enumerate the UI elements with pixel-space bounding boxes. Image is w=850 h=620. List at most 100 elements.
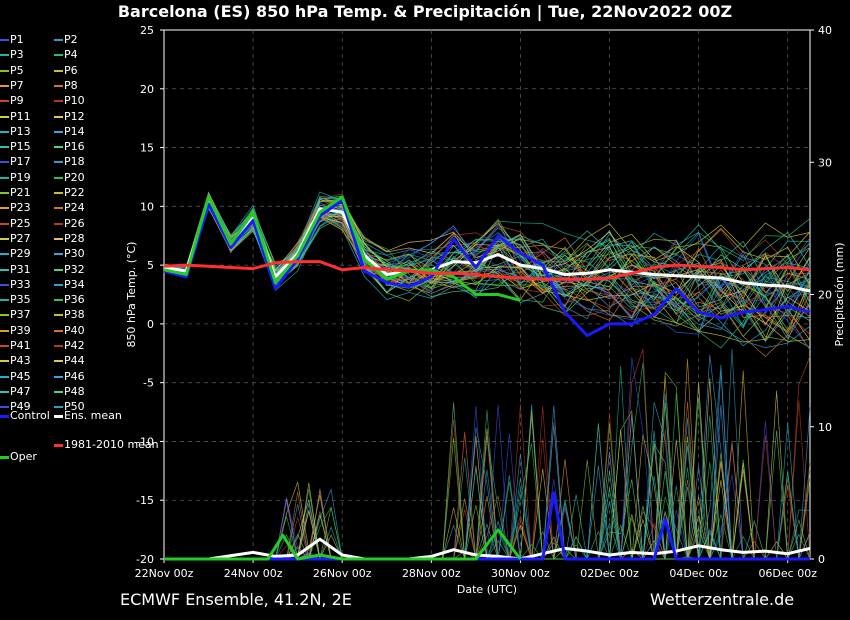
legend-swatch bbox=[0, 207, 9, 210]
y2-tick-label: 40 bbox=[818, 24, 832, 37]
y2-tick-label: 30 bbox=[818, 156, 832, 169]
legend-label: P30 bbox=[64, 247, 85, 261]
x-tick-label: 04Dec 00z bbox=[669, 567, 728, 580]
legend-label: P11 bbox=[10, 109, 31, 123]
y-axis-label: 850 hPa Temp. (°C) bbox=[125, 242, 138, 348]
legend-label: P22 bbox=[64, 186, 85, 199]
legend-entry: P29 bbox=[0, 247, 31, 260]
legend-entry: P21 bbox=[0, 186, 31, 199]
legend-label: P18 bbox=[64, 155, 85, 169]
legend-swatch bbox=[54, 406, 63, 409]
legend-entry: P2 bbox=[54, 33, 78, 46]
legend-entry: P27 bbox=[0, 232, 31, 245]
legend-swatch bbox=[54, 84, 63, 87]
legend-entry: P19 bbox=[0, 171, 31, 184]
legend-label: P33 bbox=[10, 277, 31, 291]
legend-entry: P22 bbox=[54, 186, 85, 199]
legend-label: P9 bbox=[10, 94, 24, 108]
legend-entry: P3 bbox=[0, 48, 24, 61]
legend-swatch bbox=[0, 283, 9, 286]
x-tick-label: 28Nov 00z bbox=[402, 567, 461, 580]
legend-label: Ens. mean bbox=[64, 409, 122, 422]
y-tick-label: 5 bbox=[147, 259, 154, 272]
legend-swatch bbox=[54, 329, 63, 332]
legend-label: P25 bbox=[10, 216, 31, 230]
legend-entry: P1 bbox=[0, 33, 24, 46]
legend-label: P4 bbox=[64, 48, 78, 62]
legend-entry: P46 bbox=[54, 370, 85, 383]
legend-label: P31 bbox=[10, 262, 31, 276]
legend-entry: P43 bbox=[0, 354, 31, 367]
legend-entry: P37 bbox=[0, 308, 31, 321]
legend-entry: P11 bbox=[0, 110, 31, 123]
legend-swatch bbox=[0, 360, 9, 363]
legend-swatch bbox=[0, 253, 9, 256]
legend-label: P48 bbox=[64, 384, 85, 398]
legend-swatch bbox=[54, 314, 63, 317]
legend-swatch bbox=[54, 207, 63, 210]
legend-label: Oper bbox=[10, 450, 37, 463]
x-tick-label: 06Dec 00z bbox=[758, 567, 817, 580]
legend-swatch bbox=[54, 360, 63, 363]
legend-label: P38 bbox=[64, 308, 85, 322]
legend-entry: P18 bbox=[54, 155, 85, 168]
legend-label: P41 bbox=[10, 339, 31, 352]
legend-label: P35 bbox=[10, 293, 31, 307]
legend-entry: P10 bbox=[54, 94, 85, 107]
legend-swatch bbox=[0, 100, 9, 103]
legend-swatch bbox=[0, 192, 9, 194]
legend-label: P2 bbox=[64, 33, 78, 46]
legend-label: P39 bbox=[10, 323, 31, 337]
oper-line bbox=[163, 195, 521, 302]
legend-entry: P38 bbox=[54, 308, 85, 321]
legend-entry: P35 bbox=[0, 293, 31, 306]
legend-swatch bbox=[54, 130, 63, 133]
y-tick-label: -10 bbox=[136, 435, 154, 448]
legend-swatch bbox=[54, 115, 63, 118]
legend-swatch bbox=[54, 146, 63, 149]
legend-label: P45 bbox=[10, 369, 31, 383]
legend-entry: P13 bbox=[0, 125, 31, 138]
x-tick-label: 30Nov 00z bbox=[491, 567, 550, 580]
legend-swatch bbox=[0, 84, 9, 87]
legend-swatch bbox=[54, 39, 63, 41]
legend-swatch bbox=[54, 299, 63, 302]
legend-label: P5 bbox=[10, 63, 24, 77]
legend-swatch bbox=[0, 237, 9, 240]
y-tick-label: 25 bbox=[140, 24, 154, 37]
y-tick-label: -5 bbox=[143, 377, 154, 390]
legend-swatch bbox=[54, 222, 63, 225]
legend-label: P36 bbox=[64, 293, 85, 307]
legend-swatch bbox=[0, 299, 9, 302]
legend-label: P6 bbox=[64, 63, 78, 77]
legend-swatch bbox=[54, 414, 63, 418]
legend-entry: P17 bbox=[0, 155, 31, 168]
legend-swatch bbox=[0, 39, 9, 41]
legend-swatch bbox=[0, 455, 9, 459]
legend-swatch bbox=[54, 100, 63, 103]
legend-entry: Ens. mean bbox=[54, 409, 122, 422]
x-tick-label: 02Dec 00z bbox=[580, 567, 639, 580]
x-tick-label: 26Nov 00z bbox=[313, 567, 372, 580]
legend-label: P28 bbox=[64, 231, 85, 245]
legend-label: P32 bbox=[64, 262, 85, 276]
legend-entry: P15 bbox=[0, 140, 31, 153]
legend-swatch bbox=[0, 130, 9, 133]
legend-label: P42 bbox=[64, 339, 85, 352]
legend-entry: P31 bbox=[0, 263, 31, 276]
legend-entry: P47 bbox=[0, 385, 31, 398]
legend-swatch bbox=[54, 253, 63, 256]
legend-label: P3 bbox=[10, 48, 24, 62]
legend-entry: P24 bbox=[54, 201, 85, 214]
legend-swatch bbox=[0, 414, 9, 418]
legend-entry: P44 bbox=[54, 354, 85, 367]
legend-entry: P49 bbox=[0, 400, 31, 413]
legend-label: P46 bbox=[64, 369, 85, 383]
source-label: ECMWF Ensemble, 41.2N, 2E bbox=[120, 590, 352, 609]
legend-entry: P20 bbox=[54, 171, 85, 184]
legend-label: P20 bbox=[64, 170, 85, 184]
y-tick-label: 10 bbox=[140, 200, 154, 213]
y-tick-label: 0 bbox=[147, 318, 154, 331]
legend-swatch bbox=[0, 345, 9, 347]
